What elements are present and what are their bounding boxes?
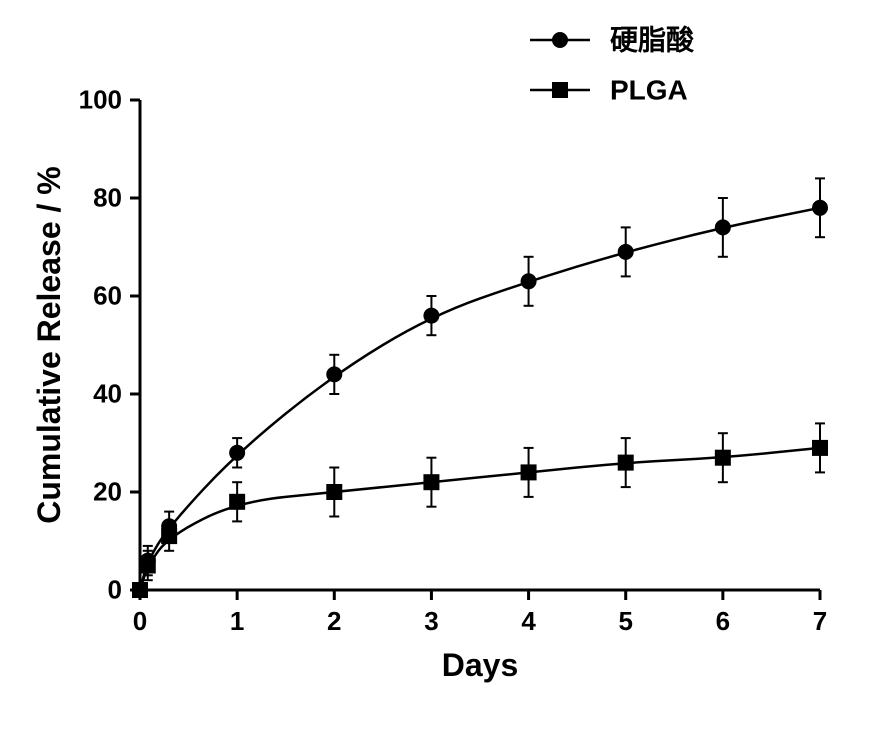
y-axis-label: Cumulative Release / %	[31, 166, 67, 523]
circle-marker	[812, 200, 828, 216]
circle-marker	[229, 445, 245, 461]
x-tick-label: 0	[133, 606, 147, 636]
square-marker	[521, 464, 537, 480]
y-tick-label: 80	[93, 183, 122, 213]
x-tick-label: 2	[327, 606, 341, 636]
legend-circle-icon	[552, 32, 568, 48]
chart-container: 0 1 2 3 4 5 6 7 0 20 40 60 80 100 Days Cumulative Relea…	[0, 0, 884, 749]
square-marker	[423, 474, 439, 490]
y-tick-label: 100	[79, 85, 122, 115]
square-marker	[161, 528, 177, 544]
circle-marker	[423, 308, 439, 324]
x-axis-label: Days	[442, 647, 519, 683]
release-chart: 0 1 2 3 4 5 6 7 0 20 40 60 80 100 Days Cumulative Relea…	[0, 0, 884, 749]
x-tick-label: 5	[618, 606, 632, 636]
x-tick-label: 1	[230, 606, 244, 636]
square-marker	[132, 582, 148, 598]
square-marker	[140, 558, 156, 574]
x-tick-label: 6	[716, 606, 730, 636]
legend-label: 硬脂酸	[610, 24, 695, 55]
y-tick-label: 0	[108, 575, 122, 605]
square-marker	[812, 440, 828, 456]
legend-label: PLGA	[610, 74, 688, 105]
x-tick-label: 7	[813, 606, 827, 636]
x-tick-label: 3	[424, 606, 438, 636]
y-tick-label: 20	[93, 477, 122, 507]
y-tick-label: 40	[93, 379, 122, 409]
square-marker	[618, 455, 634, 471]
square-marker	[326, 484, 342, 500]
circle-marker	[715, 219, 731, 235]
square-marker	[229, 494, 245, 510]
circle-marker	[326, 366, 342, 382]
square-marker	[715, 450, 731, 466]
x-tick-label: 4	[521, 606, 536, 636]
legend-square-icon	[552, 82, 568, 98]
circle-marker	[618, 244, 634, 260]
y-tick-label: 60	[93, 281, 122, 311]
circle-marker	[521, 273, 537, 289]
